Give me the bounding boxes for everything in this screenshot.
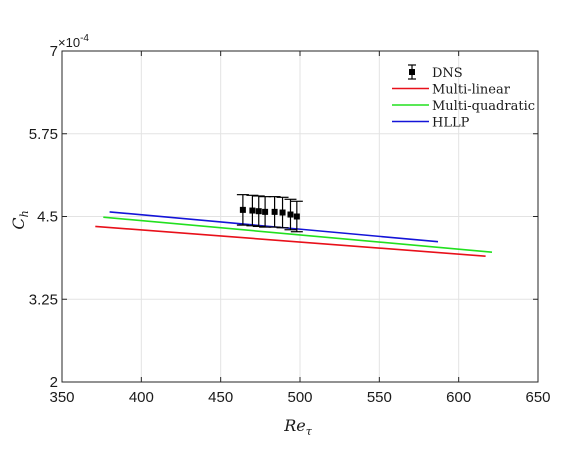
dns-point xyxy=(276,196,289,229)
dns-point xyxy=(268,196,281,228)
dns-point xyxy=(284,198,297,231)
x-tick-label: 550 xyxy=(367,389,392,406)
x-axis-label: Reτ xyxy=(283,416,313,438)
dns-point xyxy=(246,194,259,227)
y-axis-label: Ch xyxy=(9,210,31,229)
legend-label: Multi-quadratic xyxy=(432,99,535,114)
x-tick-label: 350 xyxy=(49,389,74,406)
series-line-multi-linear xyxy=(95,225,486,257)
x-tick-label: 600 xyxy=(446,389,471,406)
y-tick-label: 5.75 xyxy=(29,126,58,143)
dns-point xyxy=(236,194,249,226)
legend-label: Multi-linear xyxy=(432,83,511,98)
y-tick-label: 3.25 xyxy=(29,291,58,308)
y-multiplier: ×10-4 xyxy=(58,33,89,50)
x-tick-label: 450 xyxy=(208,389,233,406)
x-tick-label: 650 xyxy=(525,389,550,406)
legend-label: DNS xyxy=(432,66,463,81)
legend-entry-multi-linear: Multi-linear xyxy=(392,83,511,98)
plot-frame xyxy=(61,50,539,383)
y-tick-label: 2 xyxy=(50,374,58,391)
x-tick-labels: 350 400 450 500 550 600 650 xyxy=(49,389,550,406)
series-line-multi-quadratic xyxy=(103,216,493,253)
y-tick-labels: 2 3.25 4.5 5.75 7 xyxy=(29,43,58,391)
dns-point xyxy=(252,195,265,228)
legend-entry-dns: DNS xyxy=(408,64,463,81)
dns-layer xyxy=(236,194,303,233)
x-tick-label: 400 xyxy=(129,389,154,406)
y-tick-label: 4.5 xyxy=(37,209,58,226)
legend-entry-multi-quadratic: Multi-quadratic xyxy=(392,99,535,114)
legend-entry-hllp: HLLP xyxy=(392,116,470,131)
y-tick-label: 7 xyxy=(50,43,58,60)
x-tick-label: 500 xyxy=(287,389,312,406)
dns-point xyxy=(290,200,303,233)
legend-label: HLLP xyxy=(432,116,470,131)
